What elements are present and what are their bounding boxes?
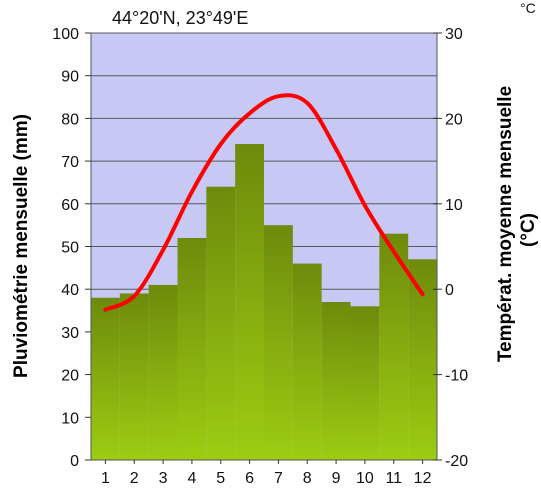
precipitation-bar xyxy=(119,293,149,460)
right-tick-label: -10 xyxy=(445,368,468,385)
x-tick-label: 5 xyxy=(216,470,225,487)
chart-title: 44°20'N, 23°49'E xyxy=(112,8,248,28)
precipitation-bar xyxy=(350,306,380,460)
precipitation-bar xyxy=(148,284,178,460)
right-tick-label: 30 xyxy=(445,26,463,43)
left-tick-label: 60 xyxy=(61,197,79,214)
left-tick-label: 30 xyxy=(61,325,79,342)
x-tick-label: 2 xyxy=(130,470,139,487)
left-tick-label: 20 xyxy=(61,368,79,385)
left-tick-label: 50 xyxy=(61,240,79,257)
left-tick-label: 100 xyxy=(52,26,79,43)
right-tick-label: 20 xyxy=(445,111,463,128)
left-tick-label: 0 xyxy=(70,453,79,470)
precipitation-bar xyxy=(408,259,437,460)
precipitation-bars xyxy=(91,144,437,460)
right-axis-ticks: -20 -10 0 10 20 30 xyxy=(433,26,468,470)
temperature-line xyxy=(103,93,425,312)
precipitation-bar xyxy=(292,263,322,460)
precipitation-bar xyxy=(379,233,409,460)
left-tick-label: 10 xyxy=(61,410,79,427)
precipitation-bar xyxy=(321,302,351,460)
x-tick-label: 12 xyxy=(414,470,432,487)
precipitation-bar xyxy=(264,225,293,460)
right-axis-title-line1: Températ. moyenne mensuelle xyxy=(495,86,516,362)
x-tick-label: 1 xyxy=(101,470,110,487)
x-tick-label: 3 xyxy=(159,470,168,487)
x-axis-ticks: 1 2 3 4 5 6 7 8 9 10 11 12 xyxy=(101,460,432,487)
left-axis-title: Pluviométrie mensuelle (mm) xyxy=(11,114,32,378)
right-axis-title-line2: (°C) xyxy=(518,213,539,247)
corner-unit-label: °C xyxy=(520,0,536,16)
right-tick-label: 0 xyxy=(445,282,454,299)
x-tick-label: 9 xyxy=(332,470,341,487)
x-tick-label: 7 xyxy=(274,470,283,487)
left-tick-label: 80 xyxy=(61,111,79,128)
x-tick-label: 4 xyxy=(187,470,196,487)
precipitation-bar xyxy=(91,297,120,460)
right-tick-label: 10 xyxy=(445,197,463,214)
left-tick-label: 40 xyxy=(61,282,79,299)
x-tick-label: 6 xyxy=(245,470,254,487)
left-tick-label: 70 xyxy=(61,154,79,171)
right-tick-label: -20 xyxy=(445,453,468,470)
x-tick-label: 11 xyxy=(385,470,402,487)
precipitation-bar xyxy=(206,186,236,460)
left-tick-label: 90 xyxy=(61,69,79,86)
precipitation-bar xyxy=(177,237,207,460)
x-tick-label: 10 xyxy=(356,470,374,487)
precipitation-bar xyxy=(235,144,264,460)
x-tick-label: 8 xyxy=(303,470,312,487)
left-axis-ticks: 0 10 20 30 40 50 60 70 80 90 100 xyxy=(52,26,91,470)
